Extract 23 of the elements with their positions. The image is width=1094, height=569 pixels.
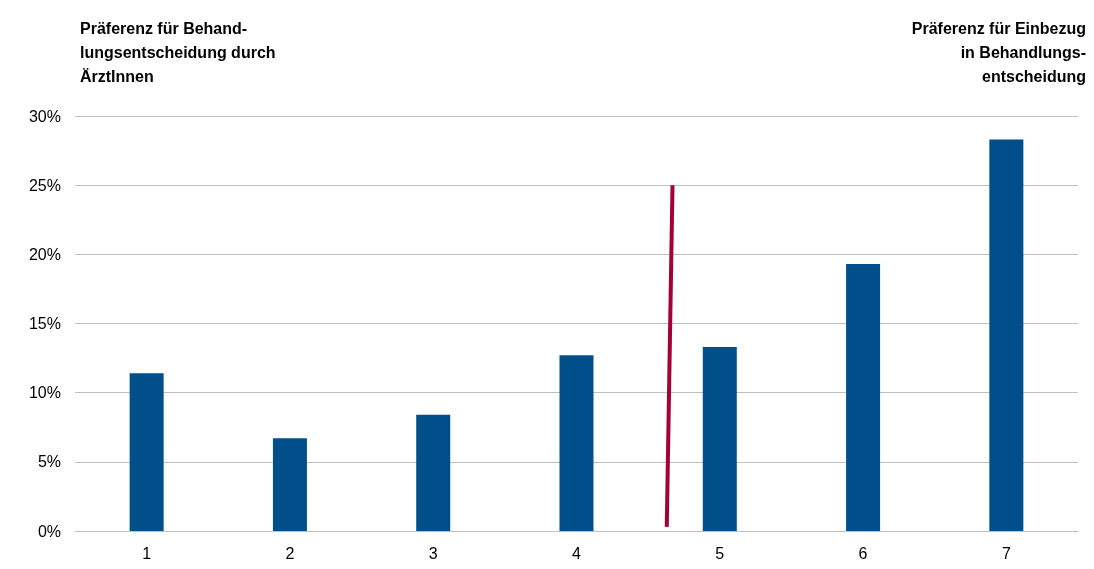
x-tick-label: 7: [1001, 544, 1011, 562]
y-tick-label: 0%: [37, 522, 61, 540]
bar: [846, 264, 881, 531]
bar: [129, 373, 164, 531]
text: Präferenz für Einbezug in Behandlungs- entscheidung: [911, 19, 1086, 85]
bar: [702, 347, 737, 531]
y-tick-label: 20%: [28, 245, 61, 263]
x-tick-label: 1: [142, 544, 152, 562]
x-tick-label: 2: [285, 544, 295, 562]
y-tick-label: 25%: [28, 176, 61, 194]
x-tick-label: 4: [572, 544, 582, 562]
bar: [272, 438, 307, 531]
x-tick-label: 3: [428, 544, 438, 562]
bar: [416, 414, 451, 531]
y-tick-label: 30%: [28, 107, 61, 125]
y-tick-label: 10%: [28, 384, 61, 402]
bar: [989, 139, 1024, 531]
y-tick-label: 5%: [37, 453, 61, 471]
y-tick-label: 15%: [28, 315, 61, 332]
bar: [559, 355, 594, 531]
text: Präferenz für Behand- lungsentscheidung durch ÄrztInnen: [80, 19, 276, 85]
x-tick-label: 6: [858, 544, 868, 562]
x-tick-label: 5: [715, 544, 725, 562]
